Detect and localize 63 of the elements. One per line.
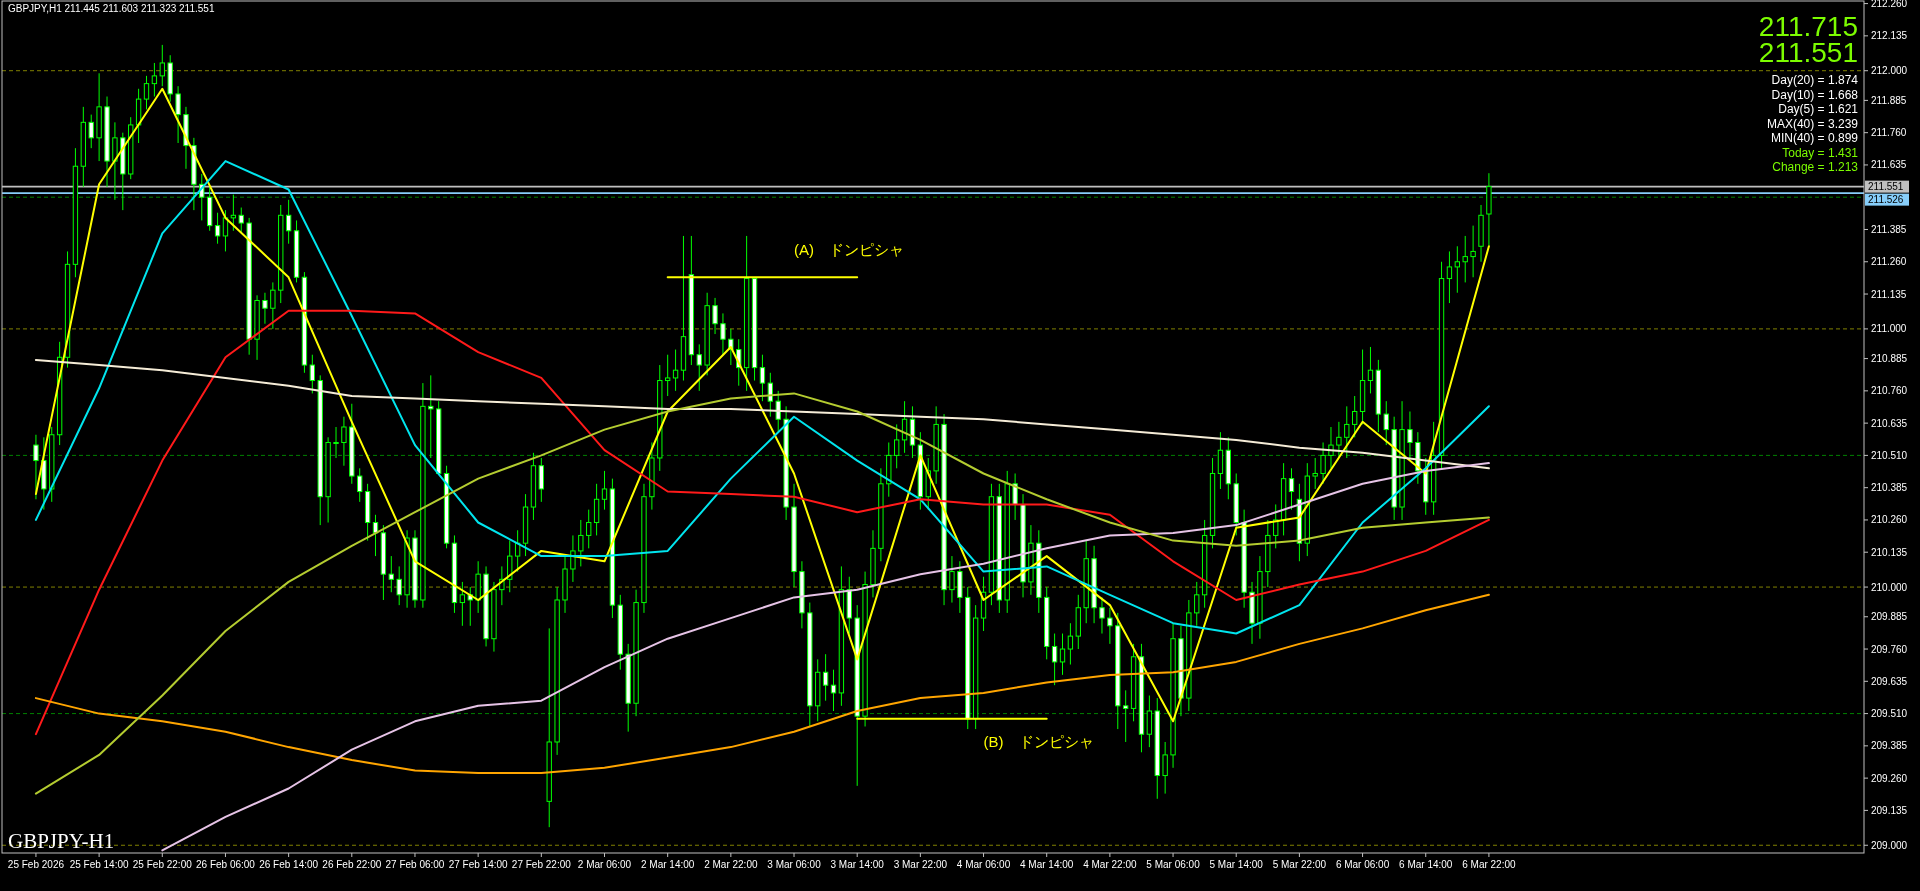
x-tick-label: 3 Mar 22:00 [893,859,948,870]
annotation: MIN(40) = 0.899 [1770,131,1859,145]
y-tick-label: 211.000 [1871,323,1907,335]
y-tick-label: 211.260 [1871,256,1907,268]
x-tick-label: 2 Mar 06:00 [577,859,632,870]
annotation: GBPJPY-H1 [8,829,115,853]
x-tick-label: 6 Mar 14:00 [1399,859,1453,870]
y-tick-label: 212.260 [1871,0,1908,10]
annotation: (B) ドンピシャ [983,732,1094,750]
chart-title: GBPJPY,H1 211.445 211.603 211.323 211.551 [8,3,215,14]
y-tick-label: 209.135 [1871,804,1908,816]
x-tick-label: 5 Mar 22:00 [1272,859,1327,870]
y-tick-label: 211.135 [1871,288,1907,300]
y-tick-label: 210.635 [1871,417,1908,429]
x-tick-label: 6 Mar 06:00 [1335,859,1390,870]
y-tick-label: 211.385 [1871,223,1907,235]
x-tick-label: 25 Feb 2026 [7,859,65,870]
y-tick-label: 209.885 [1871,611,1908,623]
x-tick-label: 5 Mar 14:00 [1209,859,1264,870]
x-tick-label: 3 Mar 06:00 [767,859,822,870]
x-tick-label: 27 Feb 22:00 [511,859,572,870]
y-tick-label: 209.260 [1871,772,1908,784]
y-tick-label: 209.385 [1871,740,1908,752]
y-tick-label: 210.885 [1871,353,1908,365]
y-tick-label: 209.510 [1871,708,1908,720]
y-tick-label: 209.760 [1871,643,1908,655]
y-tick-label: 210.760 [1871,385,1908,397]
x-tick-label: 27 Feb 14:00 [448,859,509,870]
x-tick-label: 2 Mar 22:00 [704,859,758,870]
annotation: (A) ドンピシャ [794,241,904,259]
x-tick-label: 6 Mar 22:00 [1462,859,1517,870]
annotation: Change = 1.213 [1772,160,1859,174]
y-tick-label: 211.885 [1871,94,1907,106]
x-tick-label: 4 Mar 22:00 [1083,859,1137,870]
y-tick-label: 210.135 [1871,546,1908,558]
annotation: Day(20) = 1.874 [1771,73,1859,87]
x-tick-label: 26 Feb 06:00 [196,859,256,870]
x-tick-label: 26 Feb 14:00 [259,859,319,870]
annotation: Today = 1.431 [1782,145,1859,160]
y-tick-label: 210.000 [1871,581,1908,593]
y-tick-label: 212.135 [1871,30,1908,42]
x-tick-label: 25 Feb 22:00 [132,859,193,870]
ref-line-label: 211.526 [1868,194,1904,206]
x-tick-label: 26 Feb 22:00 [322,859,382,870]
y-tick-label: 210.510 [1871,449,1908,461]
ref-line-label: 211.551 [1868,181,1904,193]
x-tick-label: 2 Mar 14:00 [640,859,695,870]
y-tick-label: 211.760 [1871,127,1907,139]
x-tick-label: 5 Mar 06:00 [1146,859,1201,870]
y-tick-label: 212.000 [1871,65,1908,77]
y-tick-label: 210.385 [1871,482,1908,494]
annotation: Day(5) = 1.621 [1778,102,1859,116]
x-tick-label: 27 Feb 06:00 [385,859,445,870]
y-tick-label: 209.000 [1871,839,1908,851]
y-tick-label: 211.635 [1871,159,1907,171]
x-tick-label: 3 Mar 14:00 [830,859,885,870]
y-tick-label: 210.260 [1871,514,1908,526]
y-tick-label: 209.635 [1871,675,1908,687]
annotation: MAX(40) = 3.239 [1766,116,1859,131]
x-tick-label: 4 Mar 14:00 [1020,859,1074,870]
x-tick-label: 4 Mar 06:00 [956,859,1011,870]
annotation: Day(10) = 1.668 [1771,87,1859,102]
x-tick-label: 25 Feb 14:00 [69,859,130,870]
